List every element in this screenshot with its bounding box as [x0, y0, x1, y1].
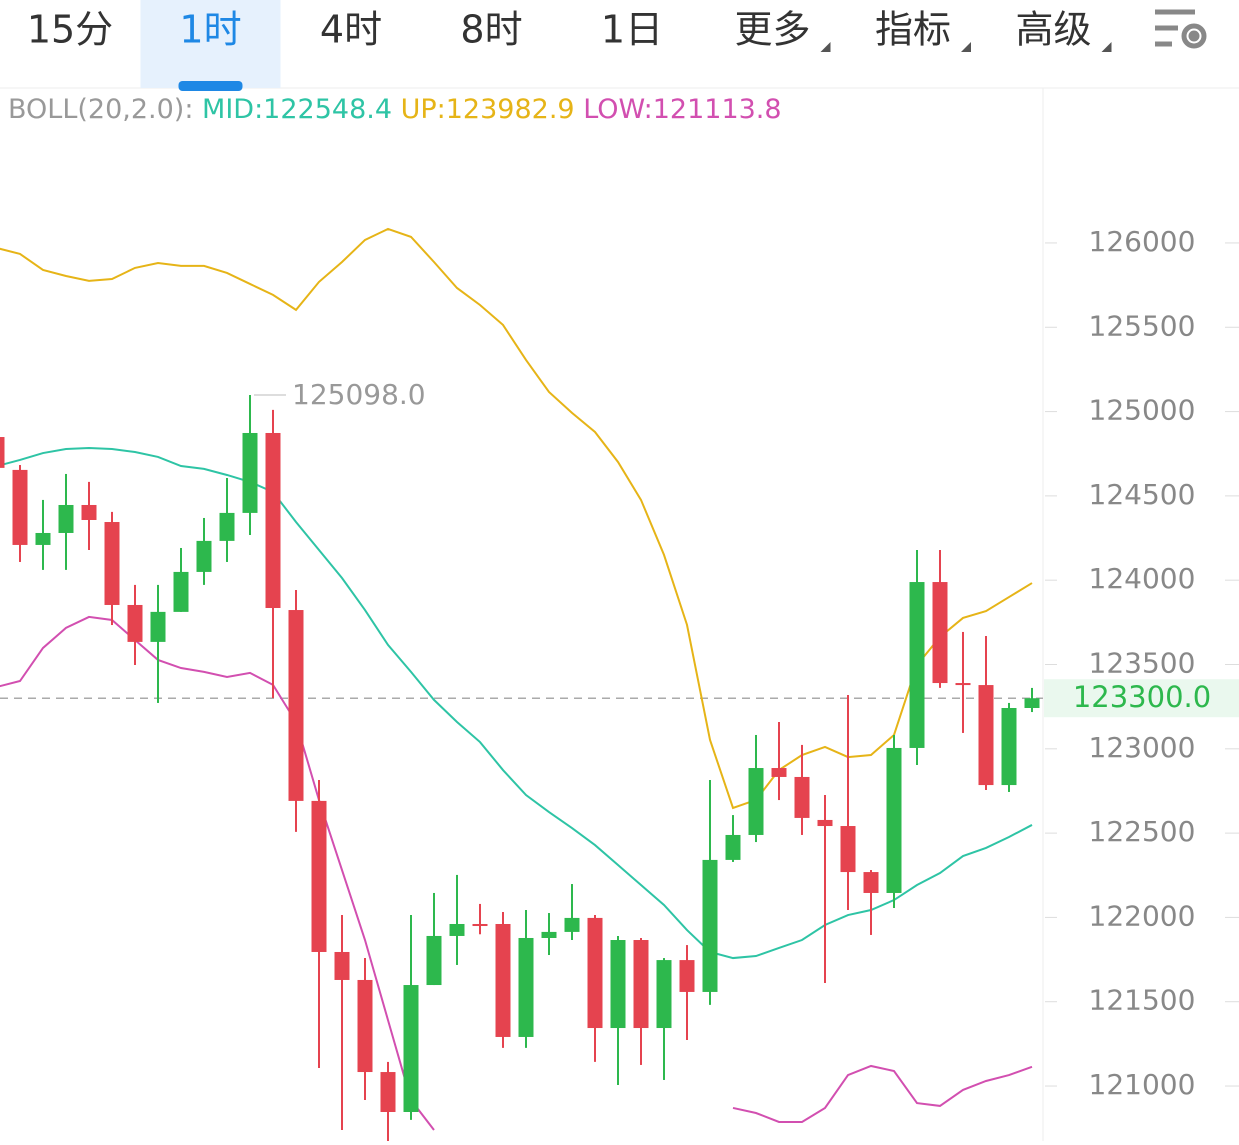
candle-body	[357, 979, 373, 1073]
tab-label[interactable]: 1日	[601, 8, 663, 52]
candle-body	[58, 504, 74, 533]
candle-body	[1024, 698, 1040, 708]
boll-line	[732, 1064, 1033, 1123]
tab-label[interactable]: 更多	[734, 8, 810, 52]
candle-body	[173, 571, 189, 612]
y-tick-label: 125000	[1089, 394, 1196, 427]
legend-entry: UP:123982.9	[401, 94, 575, 125]
tab-label[interactable]: 高级	[1015, 8, 1091, 52]
tab-label[interactable]: 4时	[320, 8, 382, 52]
candle-body	[242, 432, 258, 513]
candle-body	[679, 960, 695, 992]
y-tick-label: 121000	[1089, 1068, 1196, 1101]
candle-body	[932, 582, 948, 684]
y-tick-label: 123000	[1089, 731, 1196, 764]
candle-body	[150, 611, 166, 642]
candle-body	[334, 951, 350, 980]
candle-body	[725, 834, 741, 860]
candle-body	[955, 683, 971, 686]
y-tick-label: 122500	[1089, 815, 1196, 848]
candle-body	[840, 826, 856, 873]
candle-body	[104, 522, 120, 605]
tab-label[interactable]: 指标	[875, 8, 951, 52]
active-tab-indicator	[178, 81, 243, 91]
current-price-box	[1044, 679, 1239, 718]
y-tick-label: 122000	[1089, 899, 1196, 932]
candle-body	[909, 582, 925, 748]
current-price-label: 123300.0	[1073, 680, 1211, 714]
y-tick-label: 124000	[1089, 562, 1196, 595]
candle-body	[794, 776, 810, 818]
dropdown-arrow	[961, 42, 971, 52]
candle-body	[771, 768, 787, 777]
y-tick-label: 123500	[1089, 646, 1196, 679]
candle-body	[288, 610, 304, 801]
boll-line	[0, 615, 435, 1131]
tab-label[interactable]: 1时	[179, 8, 241, 52]
candle-body	[1001, 707, 1017, 786]
candle-body	[472, 923, 488, 927]
active-tab-bg	[140, 0, 281, 88]
high-annotation-label: 125098.0	[292, 378, 426, 411]
candle-body	[219, 512, 235, 541]
candle-body	[656, 960, 672, 1029]
candle-body	[886, 747, 902, 893]
legend-entry: BOLL(20,2.0):	[8, 94, 193, 125]
candle-body	[610, 940, 626, 1029]
candle-body	[587, 917, 603, 1029]
dropdown-arrow	[1101, 42, 1112, 52]
candle-body	[12, 469, 28, 545]
candle-body	[702, 859, 718, 992]
candle-body	[35, 532, 51, 545]
legend-entry: MID:122548.4	[202, 94, 392, 125]
boll-line	[0, 227, 1033, 810]
settings-icon[interactable]	[1155, 9, 1207, 49]
candle-body	[748, 768, 764, 835]
y-tick-label: 125500	[1089, 309, 1196, 342]
dropdown-arrow	[820, 42, 831, 52]
candle-body	[311, 800, 327, 952]
tab-label[interactable]: 15分	[27, 8, 113, 52]
candle-body	[449, 923, 465, 936]
candle-body	[81, 504, 97, 520]
y-tick-label: 121500	[1089, 984, 1196, 1017]
tab-label[interactable]: 8时	[460, 8, 522, 52]
candle-body	[380, 1072, 396, 1112]
candle-body	[817, 819, 833, 827]
candle-body	[518, 937, 534, 1037]
candle-body	[426, 935, 442, 986]
candle-body	[541, 931, 557, 938]
candle-body	[633, 940, 649, 1029]
candle-body	[978, 685, 994, 786]
candle-body	[564, 917, 580, 932]
candle-body	[265, 432, 281, 609]
y-tick-label: 126000	[1089, 225, 1196, 258]
indicator-legend: BOLL(20,2.0): MID:122548.4 UP:123982.9 L…	[8, 94, 782, 125]
candle-body	[196, 540, 212, 572]
boll-line	[0, 446, 1033, 960]
candle-body	[403, 985, 419, 1112]
y-tick-label: 124500	[1089, 478, 1196, 511]
legend-entry: LOW:121113.8	[583, 94, 781, 125]
candle-body	[495, 923, 511, 1037]
candle-body	[863, 872, 879, 893]
candle-body	[0, 437, 5, 468]
candle-body	[127, 604, 143, 642]
